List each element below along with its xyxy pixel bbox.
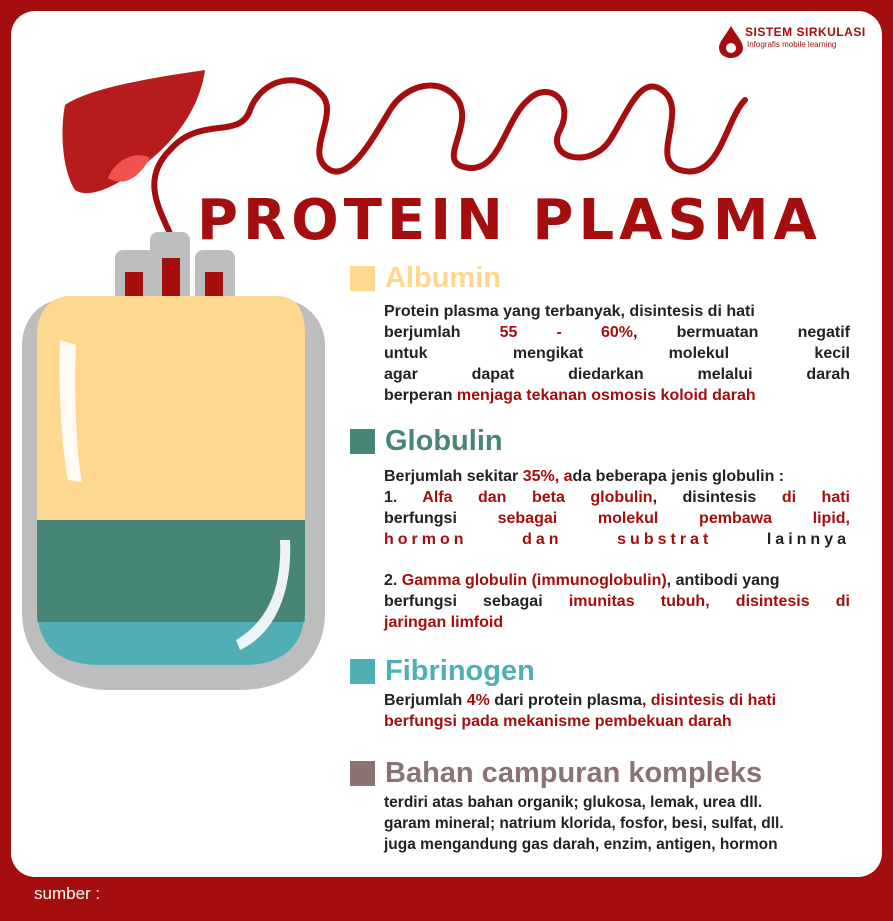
globulin-swatch — [350, 429, 375, 454]
page-title: PROTEIN PLASMA — [197, 188, 822, 253]
section-bahan-campuran: Bahan campuran kompleks terdiri atas bah… — [350, 757, 850, 855]
blood-drop-icon — [719, 26, 743, 58]
section-fibrinogen: Fibrinogen Berjumlah 4% dari protein pla… — [350, 655, 850, 732]
section-albumin: Albumin Protein plasma yang terbanyak, d… — [350, 262, 850, 406]
liver-icon — [62, 70, 205, 194]
bahan-swatch — [350, 761, 375, 786]
logo: SISTEM SIRKULASI Infografis mobile learn… — [715, 20, 880, 62]
fibrinogen-text: Berjumlah 4% dari protein plasma, disint… — [384, 692, 777, 730]
logo-title: SISTEM SIRKULASI — [745, 25, 866, 39]
blood-bag-icon — [22, 232, 325, 690]
globulin-text: Berjumlah sekitar 35%, ada beberapa jeni… — [384, 468, 850, 631]
albumin-text: Protein plasma yang terbanyak, disintesi… — [384, 303, 851, 404]
fibrinogen-heading: Fibrinogen — [350, 655, 850, 688]
globulin-heading: Globulin — [350, 425, 850, 458]
albumin-swatch — [350, 266, 375, 291]
bahan-heading: Bahan campuran kompleks — [350, 757, 850, 790]
blood-tube — [151, 77, 748, 241]
footer-sumber: sumber : — [34, 884, 101, 903]
section-globulin: Globulin Berjumlah sekitar 35%, ada bebe… — [350, 425, 850, 633]
fibrinogen-swatch — [350, 659, 375, 684]
logo-subtitle: Infografis mobile learning — [747, 40, 837, 49]
albumin-heading: Albumin — [350, 262, 850, 295]
bahan-text: terdiri atas bahan organik; glukosa, lem… — [384, 794, 784, 853]
